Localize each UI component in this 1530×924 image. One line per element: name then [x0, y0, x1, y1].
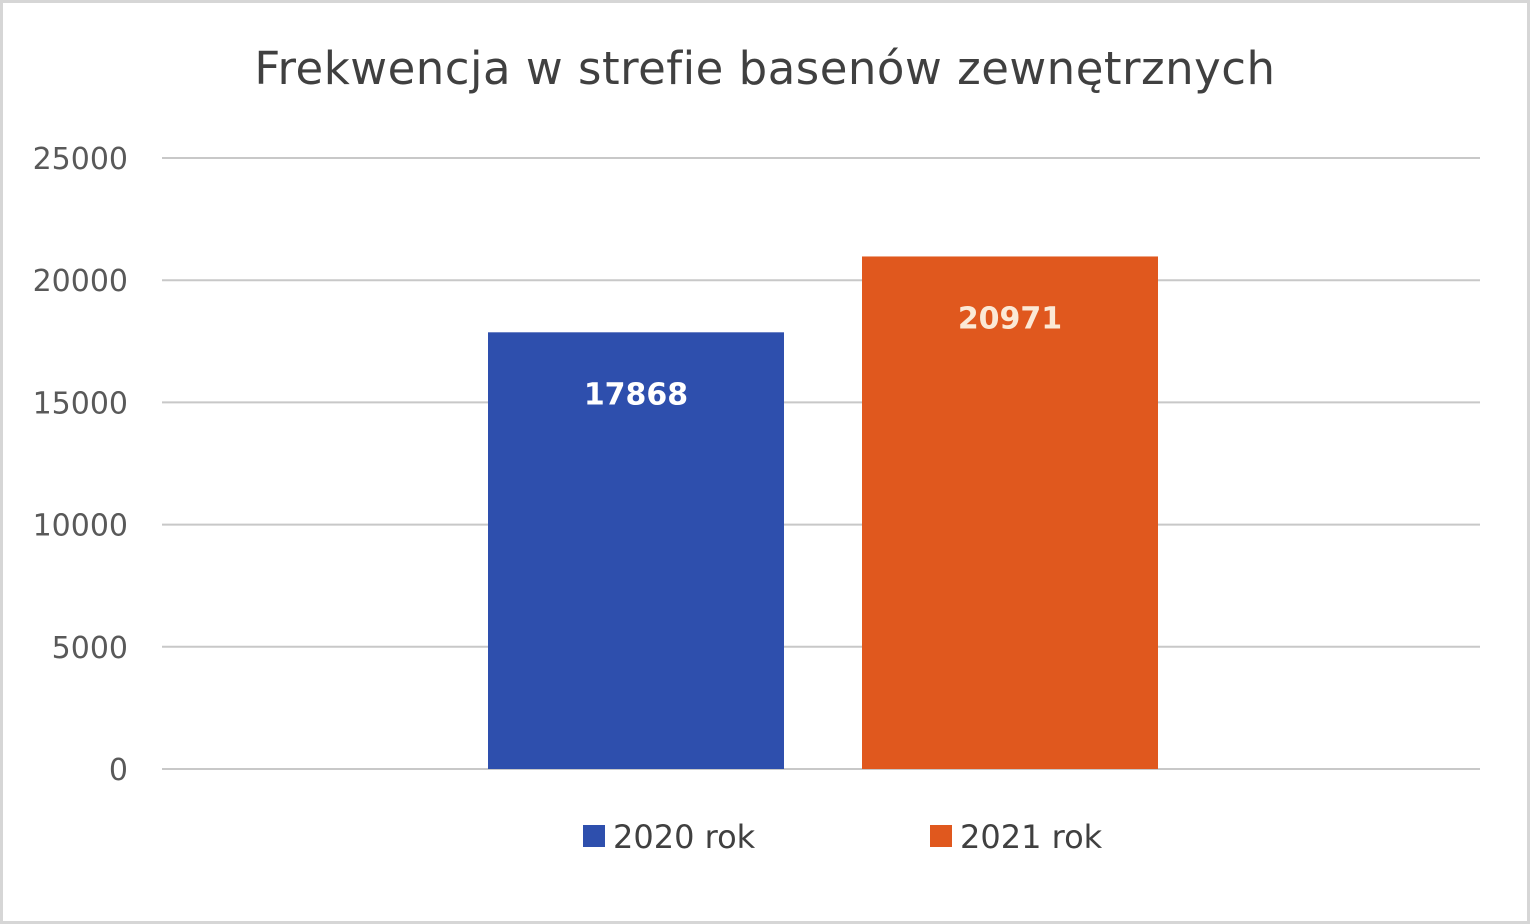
y-tick-label: 10000: [33, 509, 128, 544]
y-tick-label: 5000: [52, 631, 128, 666]
legend-label: 2020 rok: [613, 818, 756, 856]
bar-labels: 17868 20971: [584, 301, 1062, 412]
chart-title: Frekwencja w strefie basenów zewnętrznyc…: [254, 42, 1276, 95]
y-axis-ticks: 0 5000 10000 15000 20000 25000: [33, 142, 128, 788]
y-tick-label: 15000: [33, 386, 128, 421]
legend: 2020 rok 2021 rok: [583, 818, 1103, 856]
y-tick-label: 20000: [33, 264, 128, 299]
legend-label: 2021 rok: [960, 818, 1103, 856]
y-tick-label: 25000: [33, 142, 128, 177]
bars: [488, 256, 1158, 769]
gridlines: [162, 157, 1480, 770]
legend-swatch: [930, 825, 952, 847]
bar-2021-rok: [862, 256, 1158, 769]
legend-swatch: [583, 825, 605, 847]
bar-value-label: 17868: [584, 377, 688, 412]
bar-2020-rok: [488, 332, 784, 769]
bar-value-label: 20971: [958, 301, 1062, 336]
y-tick-label: 0: [109, 753, 128, 788]
